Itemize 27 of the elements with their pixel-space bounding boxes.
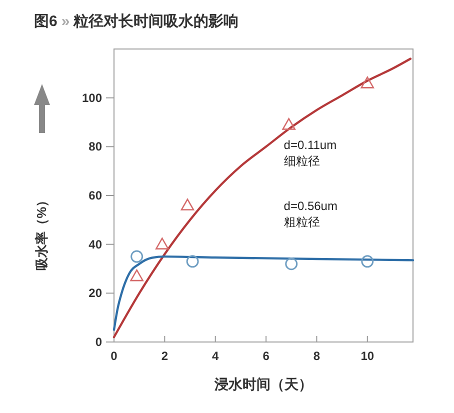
point xyxy=(186,255,199,268)
point xyxy=(361,255,374,268)
x-tick-label: 2 xyxy=(161,349,168,363)
y-tick-label: 60 xyxy=(88,188,102,202)
x-tick-label: 4 xyxy=(212,349,220,363)
x-tick-label: 6 xyxy=(262,349,270,363)
chart-title: 图6 » 粒径对长时间吸水的影响 xyxy=(34,13,239,30)
x-tick-label: 8 xyxy=(313,349,320,363)
y-tick-label: 20 xyxy=(88,286,102,300)
point xyxy=(155,238,169,250)
x-axis-title: 浸水时间（天） xyxy=(214,376,312,392)
text: d=0.56um 粗粒径 xyxy=(284,199,338,230)
y-tick-label: 0 xyxy=(95,335,102,349)
x-tick-label: 10 xyxy=(360,349,374,363)
x-tick-label: 0 xyxy=(110,349,118,363)
point xyxy=(130,269,144,282)
y-tick-label: 80 xyxy=(88,140,102,154)
y-tick-label: 40 xyxy=(88,237,102,252)
series-label: d=0.11um 细粒径 xyxy=(284,138,337,168)
y-tick-label: 100 xyxy=(82,90,102,105)
point xyxy=(282,118,296,130)
line-series xyxy=(112,58,412,338)
point xyxy=(180,198,194,210)
point xyxy=(360,76,374,88)
point xyxy=(130,250,144,263)
y-axis-title: 吸水率（%） xyxy=(34,194,49,270)
point xyxy=(285,258,298,270)
